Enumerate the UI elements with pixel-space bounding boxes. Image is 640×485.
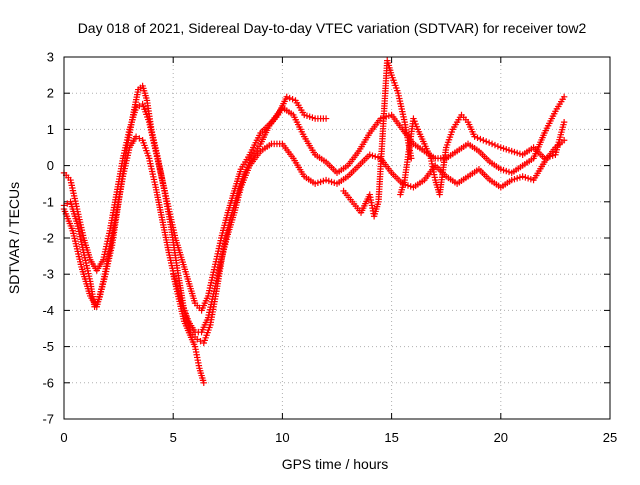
y-axis-ticks: 3 2 1 0 -1 -2 -3 -4 -5 -6 -7 (42, 50, 610, 427)
data-point (485, 139, 493, 146)
y-tick-label: 2 (47, 86, 54, 101)
plot-frame (63, 56, 611, 420)
data-point (471, 133, 478, 140)
y-tick-label: 0 (47, 158, 54, 173)
data-point (200, 379, 207, 386)
y-tick-label: -2 (42, 231, 54, 246)
y-axis-label: SDTVAR / TECUs (6, 182, 22, 294)
y-tick-label: 1 (47, 122, 54, 137)
series-track-c (60, 133, 568, 336)
data-point (136, 135, 143, 142)
x-tick-label: 15 (384, 430, 398, 445)
x-tick-label: 0 (60, 430, 67, 445)
chart-title: Day 018 of 2021, Sidereal Day-to-day VTE… (78, 20, 587, 36)
data-point (488, 140, 496, 148)
series-track-d (170, 57, 568, 386)
y-tick-label: -6 (42, 375, 54, 390)
series-track-b (60, 93, 568, 314)
data-point (480, 137, 487, 144)
y-tick-label: -3 (42, 267, 54, 282)
data-point (322, 115, 330, 122)
data-point (494, 143, 502, 150)
y-tick-label: -7 (42, 412, 54, 427)
data-point (197, 337, 204, 345)
data-point (286, 94, 293, 102)
data-point (132, 133, 140, 140)
y-tick-label: -5 (42, 339, 54, 354)
y-tick-label: 3 (47, 50, 54, 65)
data-point (491, 141, 499, 149)
y-tick-label: -1 (42, 194, 54, 209)
data-point (474, 134, 481, 142)
y-tick-label: -4 (42, 303, 54, 318)
data-point (483, 138, 490, 145)
data-point (477, 135, 484, 143)
x-tick-label: 5 (170, 430, 177, 445)
data-point (64, 200, 71, 207)
series-track-a (60, 82, 330, 347)
data-points (60, 57, 568, 386)
data-point (289, 96, 296, 103)
data-point (560, 118, 568, 126)
x-tick-label: 20 (494, 430, 508, 445)
x-tick-label: 10 (275, 430, 289, 445)
data-point (408, 155, 415, 162)
x-axis-label: GPS time / hours (282, 456, 389, 472)
data-point (283, 93, 290, 101)
data-point (136, 102, 143, 110)
data-point (560, 93, 568, 101)
x-tick-label: 25 (603, 430, 617, 445)
data-point (132, 104, 140, 111)
x-axis-ticks: 0 5 10 15 20 25 (60, 57, 617, 445)
